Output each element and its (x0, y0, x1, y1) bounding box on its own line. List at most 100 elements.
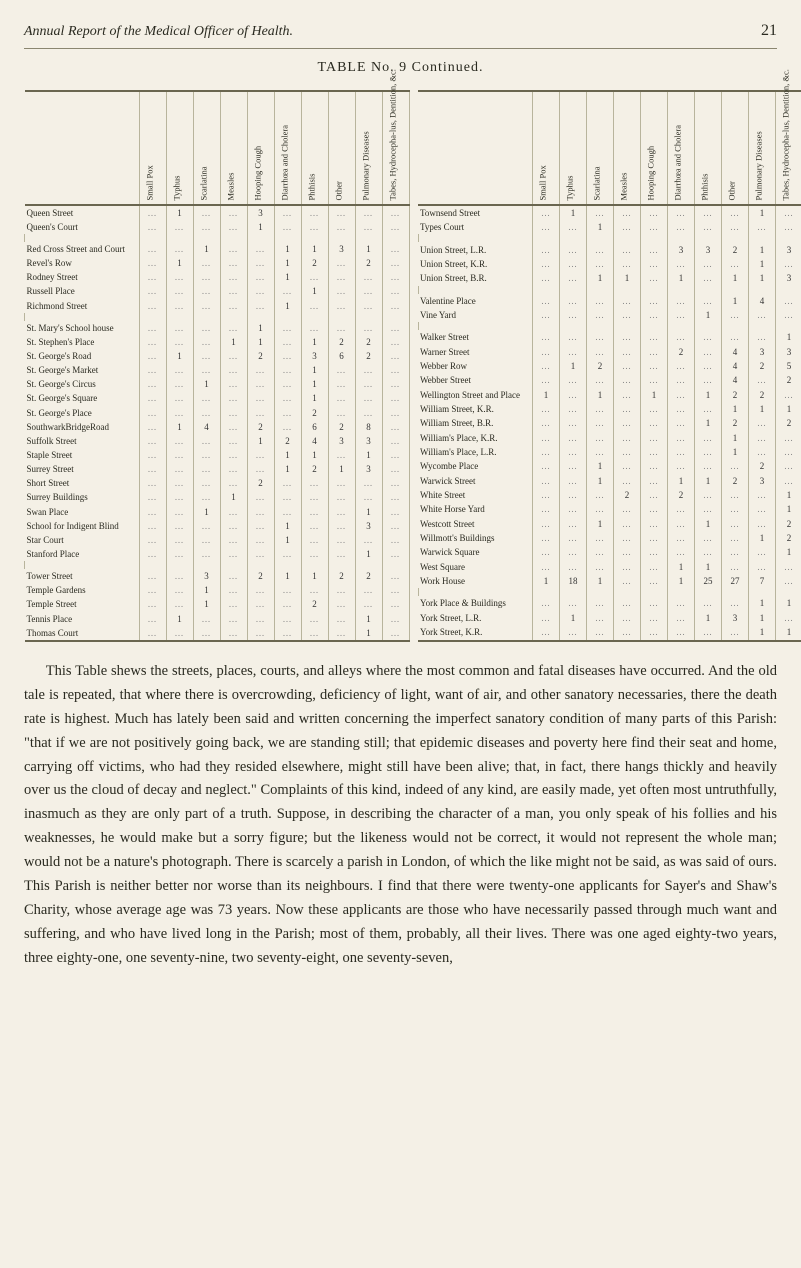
cell: 1 (274, 270, 301, 284)
cell: … (328, 270, 355, 284)
cell: … (193, 220, 220, 234)
col-header: Small Pox (139, 91, 166, 205)
cell: … (166, 490, 193, 504)
cell: 1 (668, 474, 695, 488)
cell: 2 (776, 517, 801, 531)
cell: … (355, 299, 382, 313)
cell: … (695, 271, 722, 285)
cell: … (166, 363, 193, 377)
cell: … (533, 330, 560, 344)
cell: 1 (301, 335, 328, 349)
cell: 1 (695, 416, 722, 430)
cell: … (587, 445, 614, 459)
cell: … (668, 431, 695, 445)
cell: 1 (560, 611, 587, 625)
cell: … (220, 434, 247, 448)
cell: … (382, 284, 409, 298)
row-name: Union Street, L.R. (418, 242, 533, 256)
cell: … (614, 625, 641, 641)
cell: … (301, 299, 328, 313)
cell: … (560, 294, 587, 308)
row-name: St. George's Place (25, 406, 140, 420)
cell: … (560, 416, 587, 430)
cell: 4 (193, 420, 220, 434)
group-spacer (25, 234, 410, 242)
row-name: Stanford Place (25, 547, 140, 561)
cell: … (668, 625, 695, 641)
cell: … (220, 420, 247, 434)
cell: … (328, 597, 355, 611)
cell: … (533, 416, 560, 430)
cell: 5 (776, 359, 801, 373)
cell: … (587, 596, 614, 610)
cell: … (695, 488, 722, 502)
cell: 1 (355, 626, 382, 641)
cell: 1 (166, 612, 193, 626)
cell: 1 (641, 388, 668, 402)
cell: … (722, 545, 749, 559)
cell: … (139, 597, 166, 611)
cell: … (614, 611, 641, 625)
cell: 3 (301, 349, 328, 363)
cell: 1 (355, 612, 382, 626)
cell: … (274, 583, 301, 597)
cell: … (560, 257, 587, 271)
cell: … (533, 308, 560, 322)
cell: 1 (193, 242, 220, 256)
cell: … (355, 406, 382, 420)
cell: … (355, 391, 382, 405)
table-row: Revel's Row…1………12…2… (25, 256, 410, 270)
cell: … (641, 459, 668, 473)
cell: … (587, 205, 614, 220)
cell: … (382, 335, 409, 349)
cell: … (166, 519, 193, 533)
table-row: Wycombe Place……1……………2… (418, 459, 801, 473)
row-name: Suffolk Street (25, 434, 140, 448)
cell: … (668, 531, 695, 545)
group-spacer (418, 322, 801, 330)
row-name: William Street, K.R. (418, 402, 533, 416)
cell: … (382, 391, 409, 405)
row-name: West Square (418, 560, 533, 574)
row-name: York Place & Buildings (418, 596, 533, 610)
cell: … (382, 569, 409, 583)
cell: … (722, 517, 749, 531)
cell: 1 (274, 242, 301, 256)
cell: 2 (301, 406, 328, 420)
cell: … (614, 330, 641, 344)
cell: … (587, 416, 614, 430)
cell: … (382, 377, 409, 391)
cell: 3 (776, 345, 801, 359)
cell: … (614, 373, 641, 387)
cell: … (533, 611, 560, 625)
cell: … (139, 519, 166, 533)
cell: … (533, 488, 560, 502)
cell: … (247, 242, 274, 256)
cell: 27 (722, 574, 749, 588)
col-header: Hooping Cough (247, 91, 274, 205)
cell: … (776, 220, 801, 234)
cell: 1 (301, 284, 328, 298)
cell: 7 (749, 574, 776, 588)
cell: 4 (722, 373, 749, 387)
cell: … (749, 373, 776, 387)
cell: … (641, 560, 668, 574)
cell: 1 (328, 462, 355, 476)
cell: … (533, 220, 560, 234)
cell: … (776, 574, 801, 588)
table-row: Thomas Court……………………1… (25, 626, 410, 641)
cell: … (247, 505, 274, 519)
cell: … (722, 330, 749, 344)
cell: … (139, 547, 166, 561)
cell: … (193, 434, 220, 448)
cell: … (139, 284, 166, 298)
cell: … (533, 294, 560, 308)
cell: 2 (749, 388, 776, 402)
table-row: Queen's Court…………1…………… (25, 220, 410, 234)
cell: … (193, 270, 220, 284)
table-row: White Street………2…2………1 (418, 488, 801, 502)
cell: … (641, 445, 668, 459)
row-name: York Street, L.R. (418, 611, 533, 625)
cell: 1 (587, 220, 614, 234)
cell: … (247, 377, 274, 391)
